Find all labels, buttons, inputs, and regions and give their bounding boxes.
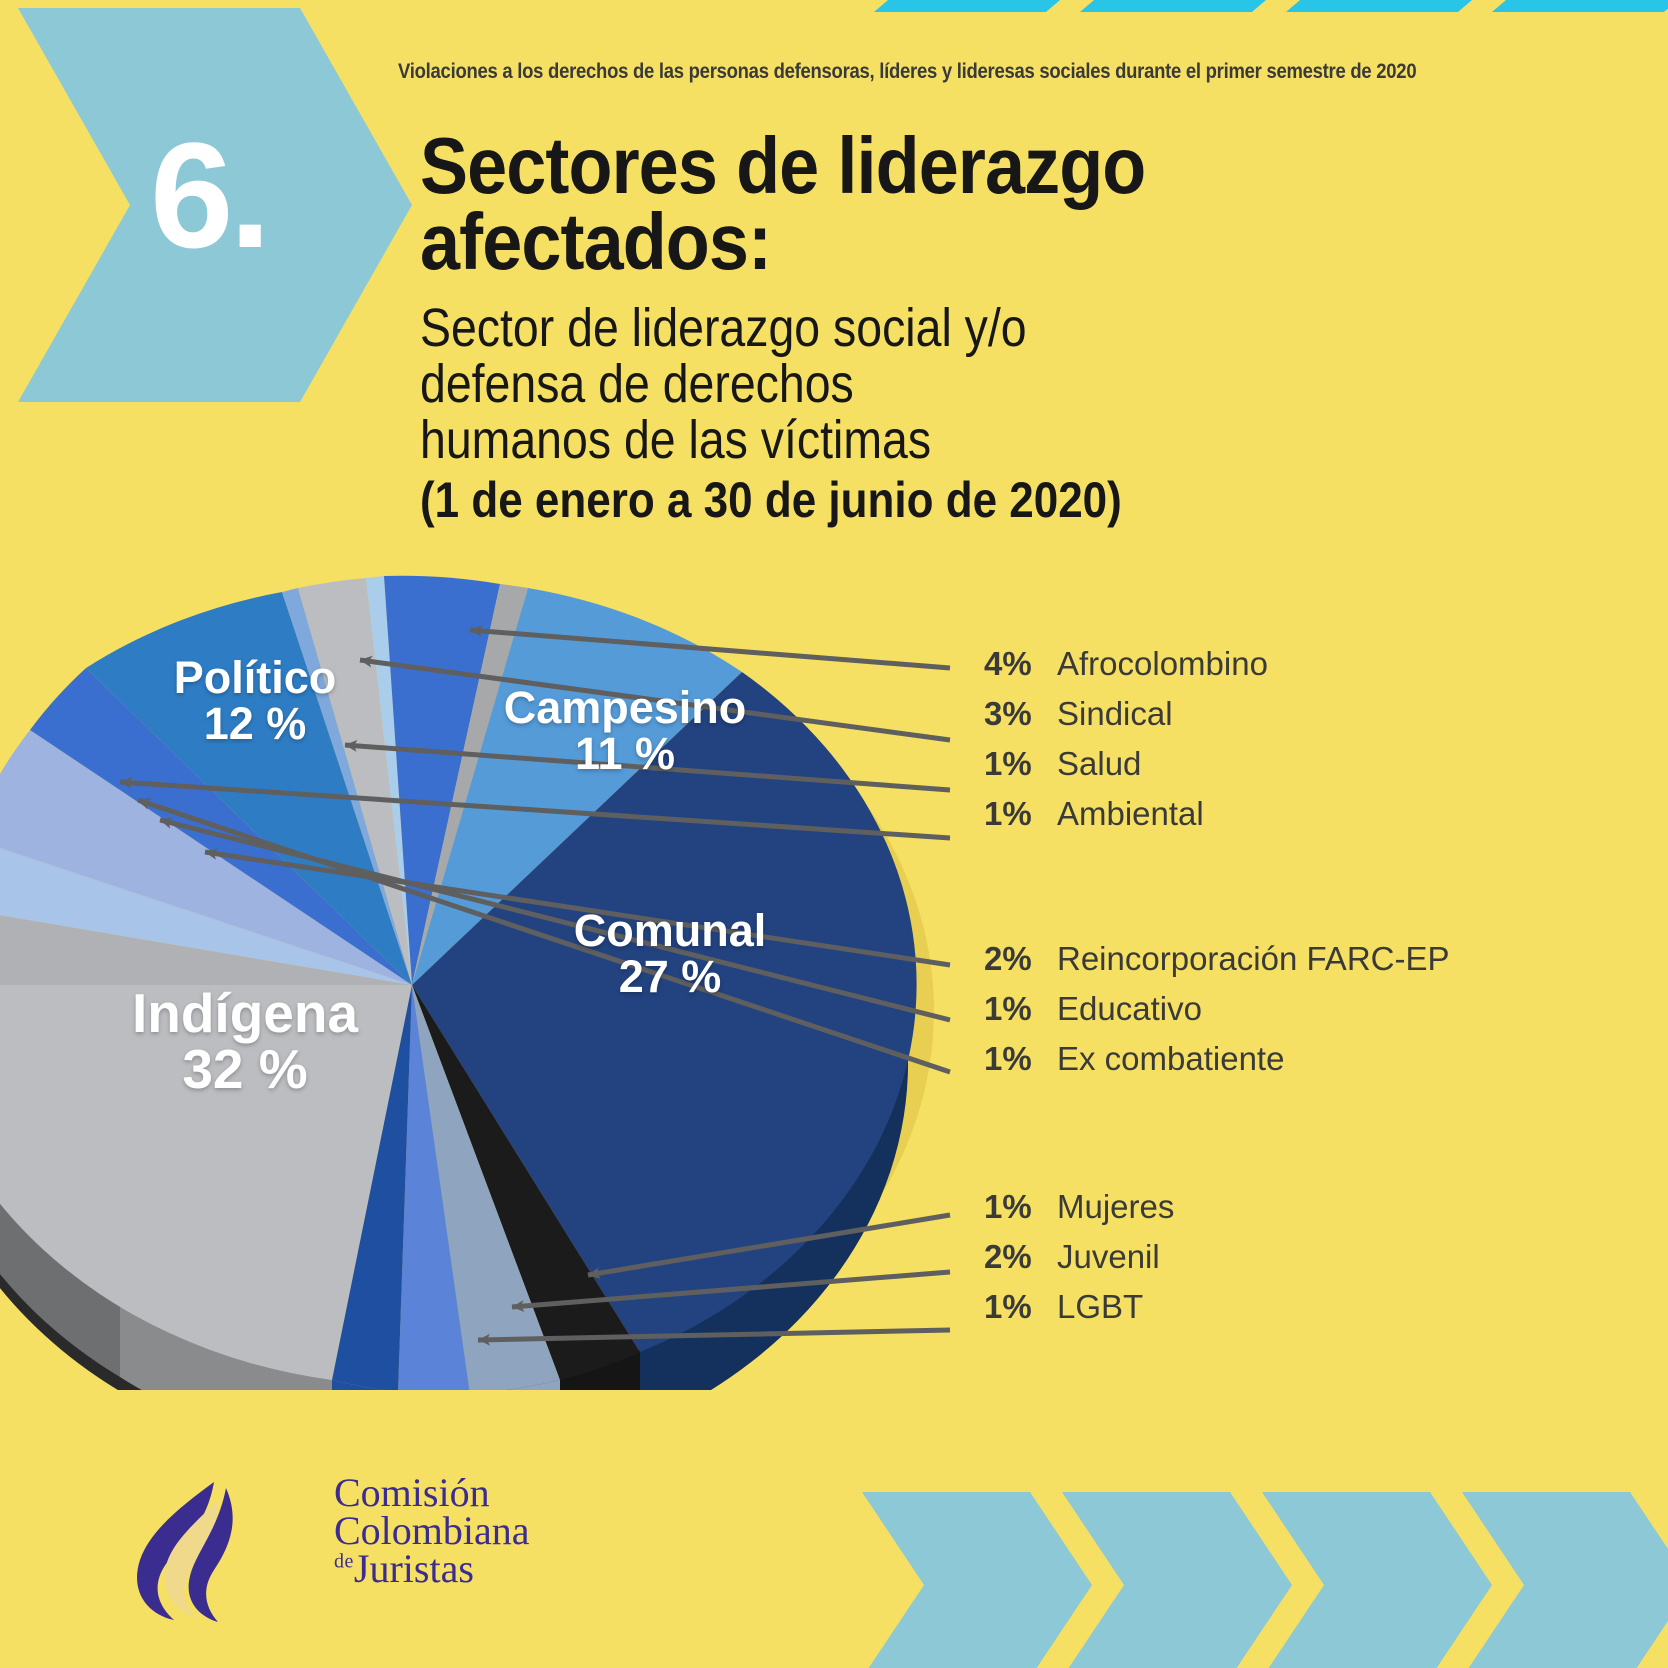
slice-sliver-a bbox=[412, 985, 560, 1390]
legend-label: Afrocolombino bbox=[1057, 645, 1268, 682]
legend-percent: 1% bbox=[984, 990, 1032, 1027]
pie-label-comunal: Comunal 27 % bbox=[573, 905, 767, 1002]
pie-label-indigena: Indígena 32 % bbox=[131, 982, 359, 1101]
bottom-chevron-row bbox=[862, 1492, 1668, 1668]
slice-excombatiente bbox=[366, 576, 412, 985]
legend-item: 4% Afrocolombino bbox=[984, 645, 1268, 695]
legend-percent: 2% bbox=[984, 1238, 1032, 1275]
organization-logo: Comisión Colombiana deJuristas bbox=[122, 1473, 542, 1628]
legend-item: 2% Reincorporación FARC-EP bbox=[984, 940, 1450, 990]
legend-group-1: 4% Afrocolombino 3% Sindical 1% Salud 1%… bbox=[984, 645, 1268, 845]
legend-percent: 2% bbox=[984, 940, 1032, 977]
legend-item: 1% Educativo bbox=[984, 990, 1450, 1040]
logo-de: de bbox=[334, 1550, 354, 1573]
legend-percent: 1% bbox=[984, 745, 1032, 782]
legend-item: 1% LGBT bbox=[984, 1288, 1174, 1338]
legend-item: 1% Ambiental bbox=[984, 795, 1268, 845]
header-kicker: Violaciones a los derechos de las person… bbox=[398, 60, 1417, 83]
legend-percent: 3% bbox=[984, 695, 1032, 732]
legend-item: 1% Salud bbox=[984, 745, 1268, 795]
page-title: Sectores de liderazgo afectados: bbox=[420, 121, 1146, 286]
slice-juvenil bbox=[412, 985, 640, 1380]
legend-percent: 1% bbox=[984, 1288, 1032, 1325]
legend-label: Ambiental bbox=[1057, 795, 1204, 832]
legend-label: Reincorporación FARC-EP bbox=[1057, 940, 1450, 977]
slice-ambiental bbox=[0, 847, 412, 985]
legend-label: Juvenil bbox=[1057, 1238, 1160, 1275]
slice-lgbt bbox=[412, 584, 528, 985]
logo-wordmark: Comisión Colombiana deJuristas bbox=[334, 1470, 530, 1589]
slice-reincorporacion bbox=[384, 575, 500, 985]
legend-label: Mujeres bbox=[1057, 1188, 1175, 1225]
section-number: 6. bbox=[150, 111, 271, 279]
legend-group-3: 1% Mujeres 2% Juvenil 1% LGBT bbox=[984, 1188, 1174, 1338]
slice-mujeres bbox=[282, 588, 412, 985]
top-cyan-chevrons bbox=[874, 0, 1668, 12]
logo-line-3: deJuristas bbox=[334, 1549, 530, 1589]
legend-percent: 1% bbox=[984, 795, 1032, 832]
flame-icon bbox=[137, 1482, 233, 1622]
slice-educativo bbox=[298, 578, 412, 985]
pie-label-politico: Político 12 % bbox=[173, 652, 337, 749]
slice-sindical bbox=[0, 730, 412, 985]
legend-item: 1% Mujeres bbox=[984, 1188, 1174, 1238]
legend-label: Salud bbox=[1057, 745, 1142, 782]
legend-label: Ex combatiente bbox=[1057, 1040, 1285, 1077]
legend-item: 3% Sindical bbox=[984, 695, 1268, 745]
slice-salud bbox=[0, 915, 412, 985]
legend-label: LGBT bbox=[1057, 1288, 1144, 1325]
date-range: (1 de enero a 30 de junio de 2020) bbox=[420, 472, 1122, 529]
legend-percent: 4% bbox=[984, 645, 1032, 682]
logo-juristas: Juristas bbox=[353, 1546, 474, 1591]
legend-label: Sindical bbox=[1057, 695, 1173, 732]
slice-politico bbox=[86, 592, 412, 985]
legend-item: 2% Juvenil bbox=[984, 1238, 1174, 1288]
page-subtitle: Sector de liderazgo social y/o defensa d… bbox=[420, 298, 1027, 471]
legend-percent: 1% bbox=[984, 1040, 1032, 1077]
pie-label-campesino: Campesino 11 % bbox=[503, 682, 747, 779]
legend-group-2: 2% Reincorporación FARC-EP 1% Educativo … bbox=[984, 940, 1450, 1090]
legend-percent: 1% bbox=[984, 1188, 1032, 1225]
logo-line-1: Comisión bbox=[334, 1470, 490, 1515]
legend-item: 1% Ex combatiente bbox=[984, 1040, 1450, 1090]
title-block: Sectores de liderazgo afectados: Sector … bbox=[420, 121, 1420, 529]
logo-line-2: Colombiana bbox=[334, 1508, 530, 1553]
legend-label: Educativo bbox=[1057, 990, 1202, 1027]
